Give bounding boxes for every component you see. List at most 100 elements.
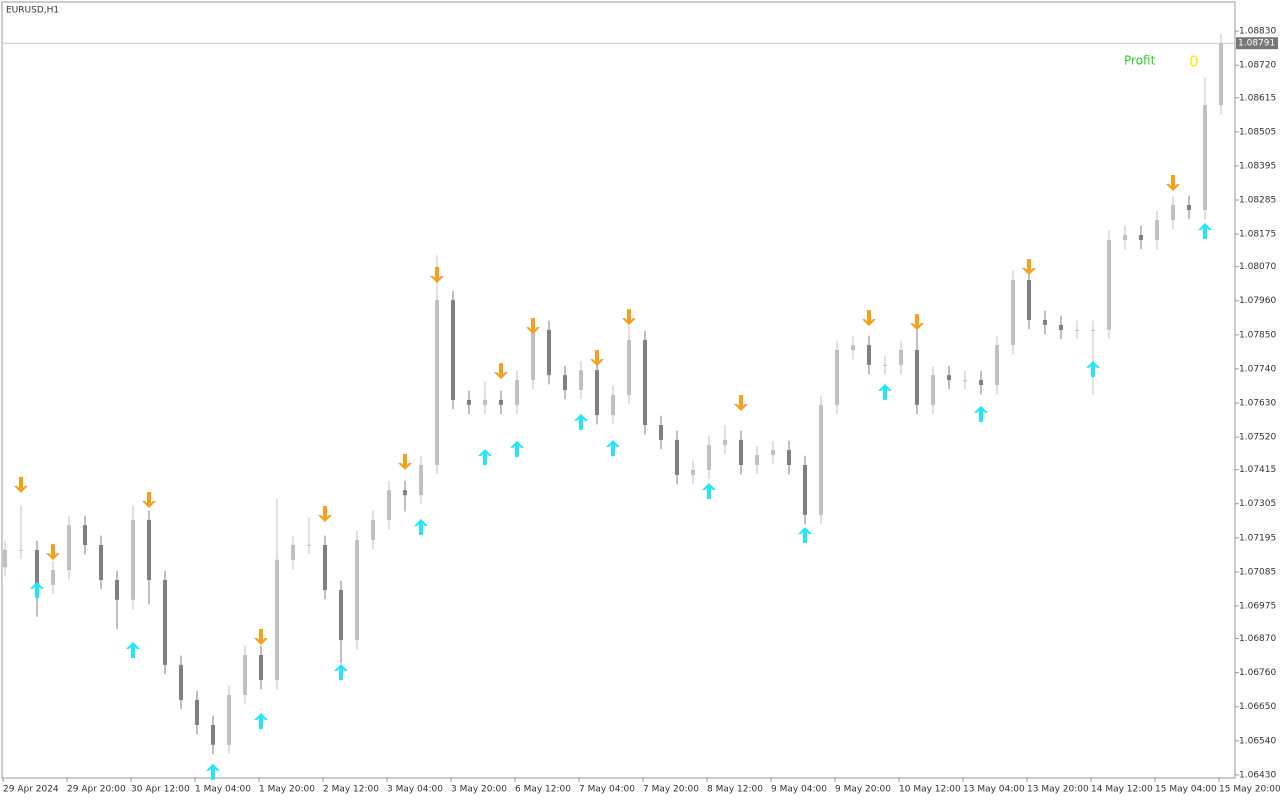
candle-body — [387, 490, 391, 520]
candle-body — [259, 654, 263, 681]
buy-arrow — [414, 518, 428, 535]
candle-body — [563, 375, 567, 390]
x-tick-label: 13 May 20:00 — [1027, 785, 1089, 795]
y-tick-label: 1.08070 — [1239, 262, 1276, 272]
y-tick-label: 1.07415 — [1239, 465, 1276, 475]
x-tick-label: 7 May 04:00 — [579, 785, 635, 795]
candle-body — [147, 519, 151, 580]
profit-value: 0 — [1189, 53, 1199, 71]
sell-arrow — [430, 267, 444, 284]
profit-label: Profit — [1124, 54, 1156, 68]
sell-arrow — [590, 350, 604, 367]
sell-arrow — [254, 628, 268, 645]
y-tick-label: 1.07960 — [1239, 296, 1276, 306]
x-tick-label: 7 May 20:00 — [643, 785, 699, 795]
candle-body — [435, 300, 439, 465]
x-tick-label: 15 May 20:00 — [1219, 785, 1280, 795]
candle-body — [595, 370, 599, 416]
candle-body — [291, 544, 295, 560]
candle-body — [931, 375, 935, 405]
candle-body — [1171, 204, 1175, 221]
y-tick-label: 1.07740 — [1239, 364, 1276, 374]
sell-arrow — [14, 476, 28, 493]
candle-body — [163, 579, 167, 665]
candle-body — [51, 570, 55, 585]
candle-body — [787, 450, 791, 465]
candle-body — [707, 444, 711, 470]
candle-body — [979, 380, 983, 386]
x-tick-label: 8 May 12:00 — [707, 785, 763, 795]
candle-body — [755, 455, 759, 465]
candle-body — [99, 544, 103, 580]
candle-body — [179, 664, 183, 700]
candle-body — [1203, 105, 1207, 210]
candle-body — [1075, 329, 1079, 331]
buy-arrow — [606, 439, 620, 456]
sell-arrow — [1022, 258, 1036, 275]
candle-body — [1059, 324, 1063, 330]
y-tick-label: 1.06650 — [1239, 702, 1276, 712]
y-tick-label: 1.07195 — [1239, 533, 1276, 543]
y-tick-label: 1.06430 — [1239, 770, 1276, 780]
buy-arrow — [510, 440, 524, 457]
x-tick-label: 9 May 20:00 — [835, 785, 891, 795]
x-tick-label: 10 May 12:00 — [899, 785, 961, 795]
sell-arrow — [46, 544, 60, 561]
x-tick-label: 1 May 20:00 — [259, 785, 315, 795]
candle-body — [611, 394, 615, 416]
y-tick-label: 1.08505 — [1239, 127, 1276, 137]
y-tick-label: 1.06540 — [1239, 736, 1276, 746]
x-tick-label: 1 May 04:00 — [195, 785, 251, 795]
sell-arrow — [910, 314, 924, 331]
price-label-box — [1236, 37, 1278, 50]
y-tick-label: 1.07085 — [1239, 567, 1276, 577]
y-tick-label: 1.08395 — [1239, 161, 1276, 171]
buy-arrow — [878, 383, 892, 400]
sell-arrow — [1166, 174, 1180, 191]
y-tick-label: 1.08615 — [1239, 93, 1276, 103]
buy-arrow — [1198, 223, 1212, 240]
sell-arrow — [142, 492, 156, 509]
candle-body — [19, 549, 23, 551]
y-tick-label: 1.07850 — [1239, 330, 1276, 340]
x-tick-label: 29 Apr 2024 — [3, 785, 59, 795]
x-tick-label: 9 May 04:00 — [771, 785, 827, 795]
candle-body — [195, 699, 199, 726]
sell-arrow — [318, 505, 332, 522]
x-tick-label: 15 May 04:00 — [1155, 785, 1217, 795]
candle-body — [1027, 279, 1031, 320]
candle-body — [515, 380, 519, 405]
candle-body — [467, 399, 471, 405]
buy-arrow — [206, 763, 220, 780]
candle-body — [1011, 279, 1015, 346]
candle-body — [643, 340, 647, 426]
candle-body — [3, 549, 7, 568]
price-label: 1.08791 — [1238, 39, 1275, 49]
y-tick-label: 1.06975 — [1239, 602, 1276, 612]
candle-body — [243, 654, 247, 695]
candle-body — [723, 439, 727, 445]
buy-arrow — [974, 405, 988, 422]
candle-body — [1107, 240, 1111, 330]
candle-body — [1123, 235, 1127, 241]
candle-body — [227, 694, 231, 745]
chart-title: EURUSD,H1 — [6, 6, 59, 16]
buy-arrow — [574, 413, 588, 430]
candle-body — [675, 439, 679, 475]
candle-body — [1187, 204, 1191, 210]
y-tick-label: 1.08830 — [1239, 27, 1276, 37]
candle-body — [1139, 235, 1143, 241]
x-tick-label: 29 Apr 20:00 — [67, 785, 126, 795]
candle-body — [547, 329, 551, 376]
candle-body — [1155, 220, 1159, 241]
y-tick-label: 1.06760 — [1239, 668, 1276, 678]
candle-body — [131, 519, 135, 600]
y-tick-label: 1.07305 — [1239, 499, 1276, 509]
buy-arrow — [798, 527, 812, 544]
sell-arrow — [398, 453, 412, 470]
sell-arrow — [494, 363, 508, 380]
candle-body — [339, 589, 343, 641]
x-tick-label: 30 Apr 12:00 — [131, 785, 190, 795]
y-tick-label: 1.08285 — [1239, 196, 1276, 206]
candle-body — [803, 464, 807, 515]
